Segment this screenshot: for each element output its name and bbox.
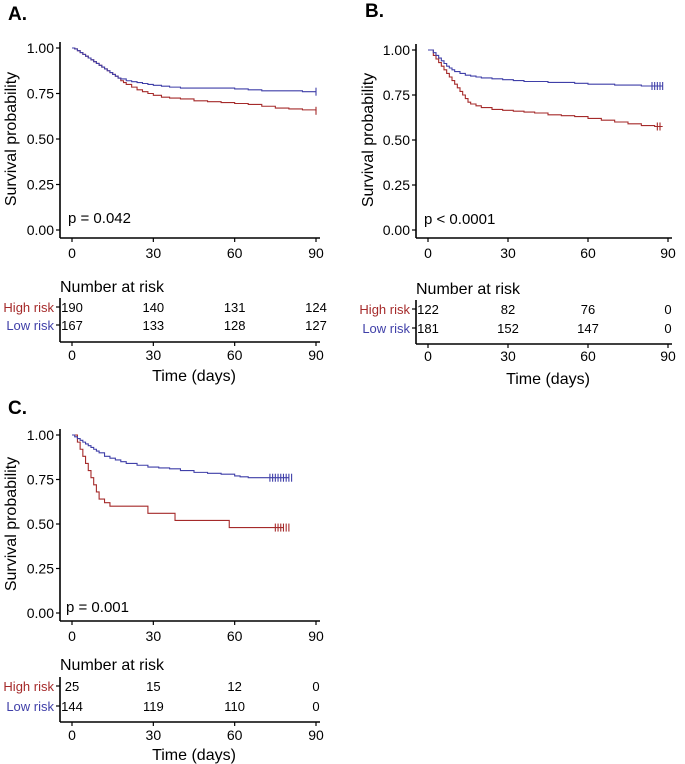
risk-x-tick-label: 0 [68,727,76,743]
risk-count: 127 [305,318,327,333]
x-tick-label: 60 [227,628,243,644]
y-tick-label: 0.00 [27,605,54,621]
risk-count: 25 [65,679,79,694]
y-axis-title: Survival probability [3,72,20,206]
risk-x-tick-label: 60 [580,348,596,364]
km-curve-high-risk [428,49,663,128]
km-curve-low-risk [72,47,316,93]
y-tick-label: 0.75 [27,86,54,102]
risk-row-label: High risk [359,302,410,317]
risk-count: 131 [224,300,246,315]
p-value: p < 0.0001 [424,211,495,228]
risk-x-tick-label: 0 [68,347,76,363]
risk-table-title: Number at risk [60,657,165,674]
risk-count: 82 [501,302,515,317]
risk-x-tick-label: 30 [146,347,162,363]
risk-count: 147 [577,321,599,336]
p-value: p = 0.042 [68,210,131,227]
panel-c: C. 0.00 0.25 0.50 0.75 1.00 Survival probabili… [3,398,324,764]
y-tick-label: 0.25 [27,561,54,577]
risk-count: 140 [142,300,164,315]
x-tick-label: 0 [424,245,432,261]
risk-x-tick-label: 60 [227,727,243,743]
km-curve-high-risk [72,47,317,111]
risk-count: 152 [497,321,519,336]
y-tick-label: 0.50 [27,516,54,532]
risk-table-title: Number at risk [416,281,521,298]
y-tick-label: 0.00 [27,222,54,238]
risk-x-tick-label: 30 [146,727,162,743]
risk-x-tick-label: 90 [308,347,324,363]
panel-label: B. [365,1,384,22]
y-tick-label: 0.25 [383,177,410,193]
risk-row-label: Low risk [362,321,410,336]
x-tick-label: 30 [500,245,516,261]
panel-label: A. [8,4,27,25]
risk-count: 0 [312,699,319,714]
panel-a: A. 0.00 0.25 0.50 0.75 1.00 Survival probabili… [3,4,327,385]
risk-x-tick-label: 90 [308,727,324,743]
p-value: p = 0.001 [66,599,129,616]
x-tick-label: 60 [227,245,243,261]
y-tick-label: 1.00 [27,427,54,443]
x-axis-title: Time (days) [152,368,236,385]
risk-count: 0 [664,321,671,336]
y-tick-label: 0.50 [27,131,54,147]
risk-count: 124 [305,300,327,315]
km-curve-low-risk [428,49,663,87]
risk-count: 15 [146,679,160,694]
risk-x-tick-label: 30 [500,348,516,364]
risk-count: 122 [417,302,439,317]
x-tick-label: 90 [308,628,324,644]
risk-x-tick-label: 90 [660,348,676,364]
x-tick-label: 0 [68,628,76,644]
risk-count: 0 [312,679,319,694]
risk-count: 144 [61,699,83,714]
risk-count: 110 [224,699,245,714]
km-curve-high-risk [72,434,284,529]
risk-count: 76 [581,302,595,317]
risk-count: 181 [417,321,439,336]
risk-count: 0 [664,302,671,317]
risk-count: 128 [224,318,246,333]
x-tick-label: 90 [308,245,324,261]
y-tick-label: 0.75 [383,87,410,103]
risk-count: 133 [142,318,164,333]
risk-row-label: High risk [3,300,54,315]
x-tick-label: 60 [580,245,596,261]
x-axis-title: Time (days) [152,747,236,764]
x-tick-label: 30 [146,245,162,261]
panel-label: C. [8,398,27,419]
x-tick-label: 0 [68,245,76,261]
y-tick-label: 0.50 [383,132,410,148]
panel-b: B. 0.00 0.25 0.50 0.75 1.00 Survival probabili… [359,1,676,388]
y-tick-label: 1.00 [27,40,54,56]
y-tick-label: 0.75 [27,472,54,488]
risk-row-label: Low risk [6,699,54,714]
y-tick-label: 1.00 [383,42,410,58]
y-tick-label: 0.25 [27,177,54,193]
x-tick-label: 90 [660,245,676,261]
risk-count: 119 [143,699,164,714]
risk-count: 190 [61,300,83,315]
y-tick-label: 0.00 [383,222,410,238]
km-curve-low-risk [72,434,289,479]
y-axis-title: Survival probability [360,73,377,207]
risk-x-tick-label: 60 [227,347,243,363]
risk-x-tick-label: 0 [424,348,432,364]
risk-row-label: High risk [3,679,54,694]
risk-row-label: Low risk [6,318,54,333]
x-axis-title: Time (days) [506,371,590,388]
x-tick-label: 30 [146,628,162,644]
y-axis-title: Survival probability [3,457,20,591]
risk-count: 12 [227,679,241,694]
risk-table-title: Number at risk [60,279,165,296]
risk-count: 167 [61,318,83,333]
